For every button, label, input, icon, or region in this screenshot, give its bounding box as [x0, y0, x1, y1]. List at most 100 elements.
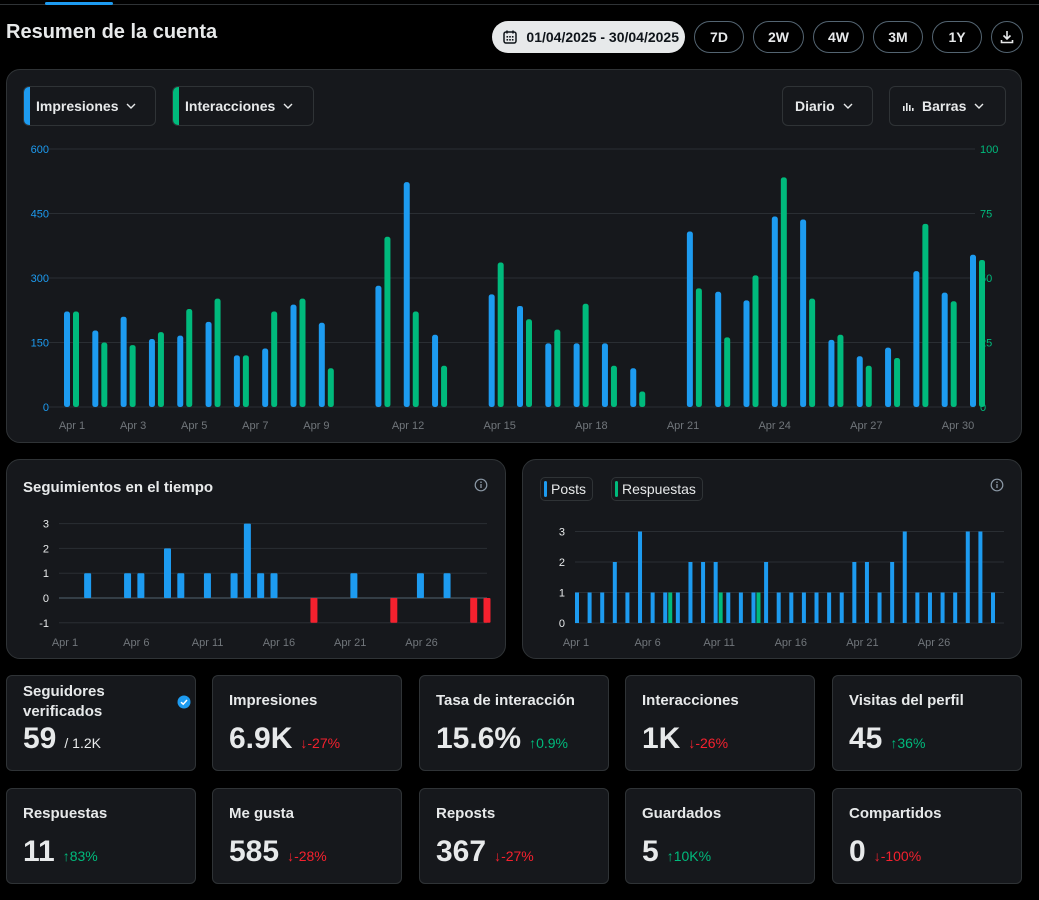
- date-range-label: 01/04/2025 - 30/04/2025: [526, 29, 679, 45]
- x-tick: Apr 6: [634, 637, 660, 649]
- range-1y-button[interactable]: 1Y: [932, 21, 982, 53]
- impressions-bar: [743, 300, 750, 407]
- posts-bar: [751, 592, 756, 623]
- interactions-bar: [922, 223, 929, 407]
- stat-value-row: 1K ↓-26%: [642, 722, 728, 756]
- download-button[interactable]: [991, 21, 1023, 53]
- posts-bar: [839, 592, 844, 623]
- y-tick-left: 450: [31, 209, 49, 221]
- follow-bar: [203, 573, 211, 598]
- chart-kind-dropdown[interactable]: Barras: [889, 86, 1006, 126]
- y-tick: 3: [43, 519, 49, 531]
- stat-change-value: 83%: [69, 848, 98, 864]
- interactions-bar: [242, 355, 249, 407]
- stat-card[interactable]: Impresiones 6.9K ↓-27%: [212, 675, 402, 771]
- legend-posts-label: Posts: [551, 481, 587, 497]
- posts-bar: [638, 531, 643, 623]
- range-7d-button[interactable]: 7D: [694, 21, 744, 53]
- x-tick: Apr 27: [850, 420, 882, 432]
- stat-change: ↓-27%: [300, 735, 340, 751]
- interactions-bar: [695, 288, 702, 407]
- impressions-bar: [92, 330, 99, 407]
- impressions-bar: [64, 311, 70, 407]
- stat-card[interactable]: Guardados 5 ↑10K%: [625, 788, 815, 884]
- date-range-button[interactable]: 01/04/2025 - 30/04/2025: [492, 21, 685, 53]
- verified-badge-icon: [177, 695, 191, 709]
- posts-bar: [940, 592, 945, 623]
- range-3m-button[interactable]: 3M: [873, 21, 923, 53]
- stat-change-value: 10K%: [673, 848, 712, 864]
- unfollow-bar: [470, 598, 478, 623]
- replies-bar: [718, 592, 723, 623]
- posts-bar: [991, 592, 995, 623]
- stat-card[interactable]: Interacciones 1K ↓-26%: [625, 675, 815, 771]
- legend-posts[interactable]: Posts: [540, 477, 594, 501]
- follow-bar: [230, 573, 238, 598]
- stat-value-row: 45 ↑36%: [849, 722, 925, 756]
- interactions-bar: [327, 368, 334, 407]
- impressions-bar: [601, 343, 608, 407]
- interactions-bar: [412, 311, 419, 407]
- interval-dropdown[interactable]: Diario: [782, 86, 873, 126]
- posts-bar: [738, 592, 743, 623]
- posts-bar: [864, 562, 869, 623]
- y-tick: 3: [559, 527, 565, 539]
- interactions-bar: [724, 337, 731, 407]
- stat-value: 15.6%: [436, 722, 522, 755]
- interactions-bar: [384, 236, 391, 407]
- stat-value-row: 367 ↓-27%: [436, 835, 534, 869]
- stat-change: ↓-27%: [494, 848, 534, 864]
- interactions-bar: [214, 298, 221, 407]
- impressions-swatch: [24, 87, 30, 125]
- stat-total: / 1.2K: [64, 735, 101, 751]
- replies-bar: [756, 592, 761, 623]
- download-icon: [1000, 31, 1014, 44]
- metric-a-dropdown[interactable]: Impresiones: [23, 86, 156, 126]
- posts-bar: [650, 592, 655, 623]
- stat-card[interactable]: Compartidos 0 ↓-100%: [832, 788, 1022, 884]
- posts-bar: [953, 592, 958, 623]
- posts-bar: [701, 562, 706, 623]
- x-tick: Apr 1: [52, 637, 78, 649]
- impressions-bar: [233, 355, 240, 407]
- posts-bar: [764, 562, 769, 623]
- interactions-bar: [894, 357, 901, 407]
- stat-card[interactable]: Me gusta 585 ↓-28%: [212, 788, 402, 884]
- stat-card[interactable]: Respuestas 11 ↑83%: [6, 788, 196, 884]
- arrow-up-icon: ↑: [529, 735, 537, 751]
- impressions-bar: [205, 321, 212, 407]
- interactions-bar: [582, 303, 589, 407]
- stat-value-row: 5 ↑10K%: [642, 835, 711, 869]
- metric-b-dropdown[interactable]: Interacciones: [172, 86, 314, 126]
- info-icon[interactable]: [990, 478, 1004, 492]
- stat-value: 585: [229, 835, 280, 868]
- chevron-down-icon: [974, 103, 984, 109]
- stat-value: 45: [849, 722, 883, 755]
- info-icon[interactable]: [474, 478, 488, 492]
- stat-card[interactable]: Reposts 367 ↓-27%: [419, 788, 609, 884]
- posts-bar: [927, 592, 932, 623]
- range-4w-button[interactable]: 4W: [813, 21, 864, 53]
- stat-card[interactable]: Tasa de interacción 15.6% ↑0.9%: [419, 675, 609, 771]
- follow-bar: [124, 573, 132, 598]
- interactions-bar: [752, 275, 759, 407]
- x-tick: Apr 16: [775, 637, 807, 649]
- chevron-down-icon: [843, 103, 853, 109]
- main-chart-card: Impresiones Interacciones Diario Barras …: [6, 69, 1022, 443]
- interactions-bar: [186, 308, 193, 407]
- range-2w-button[interactable]: 2W: [753, 21, 804, 53]
- stat-value: 6.9K: [229, 722, 293, 755]
- x-tick: Apr 15: [484, 420, 516, 432]
- arrow-up-icon: ↑: [666, 848, 674, 864]
- stat-change-value: -28%: [294, 848, 327, 864]
- stat-card[interactable]: Seguidores verificados 59 / 1.2K: [6, 675, 196, 771]
- impressions-bar: [941, 292, 948, 407]
- impressions-bar: [148, 339, 155, 407]
- interactions-bar: [271, 311, 278, 407]
- follow-bar: [243, 523, 251, 598]
- legend-replies[interactable]: Respuestas: [611, 477, 703, 501]
- stat-card[interactable]: Visitas del perfil 45 ↑36%: [832, 675, 1022, 771]
- y-tick-left: 150: [31, 338, 49, 350]
- interactions-bar: [554, 329, 561, 407]
